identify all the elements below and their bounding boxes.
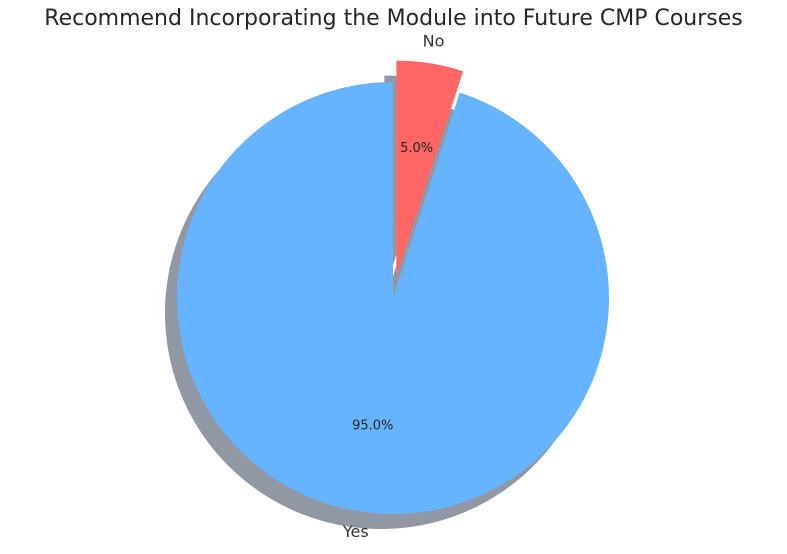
- pie-slice-yes: [177, 82, 610, 514]
- pie-slice-layer: [177, 60, 610, 514]
- percent-label-yes: 95.0%: [352, 419, 393, 434]
- pie-slice-no: [396, 60, 464, 277]
- percent-label-no: 5.0%: [400, 141, 433, 156]
- chart-title: Recommend Incorporating the Module into …: [44, 6, 743, 31]
- slice-label-no: No: [423, 31, 445, 50]
- slice-label-yes: Yes: [342, 522, 369, 541]
- pie-label-layer: Yes 95.0% No 5.0%: [342, 31, 445, 541]
